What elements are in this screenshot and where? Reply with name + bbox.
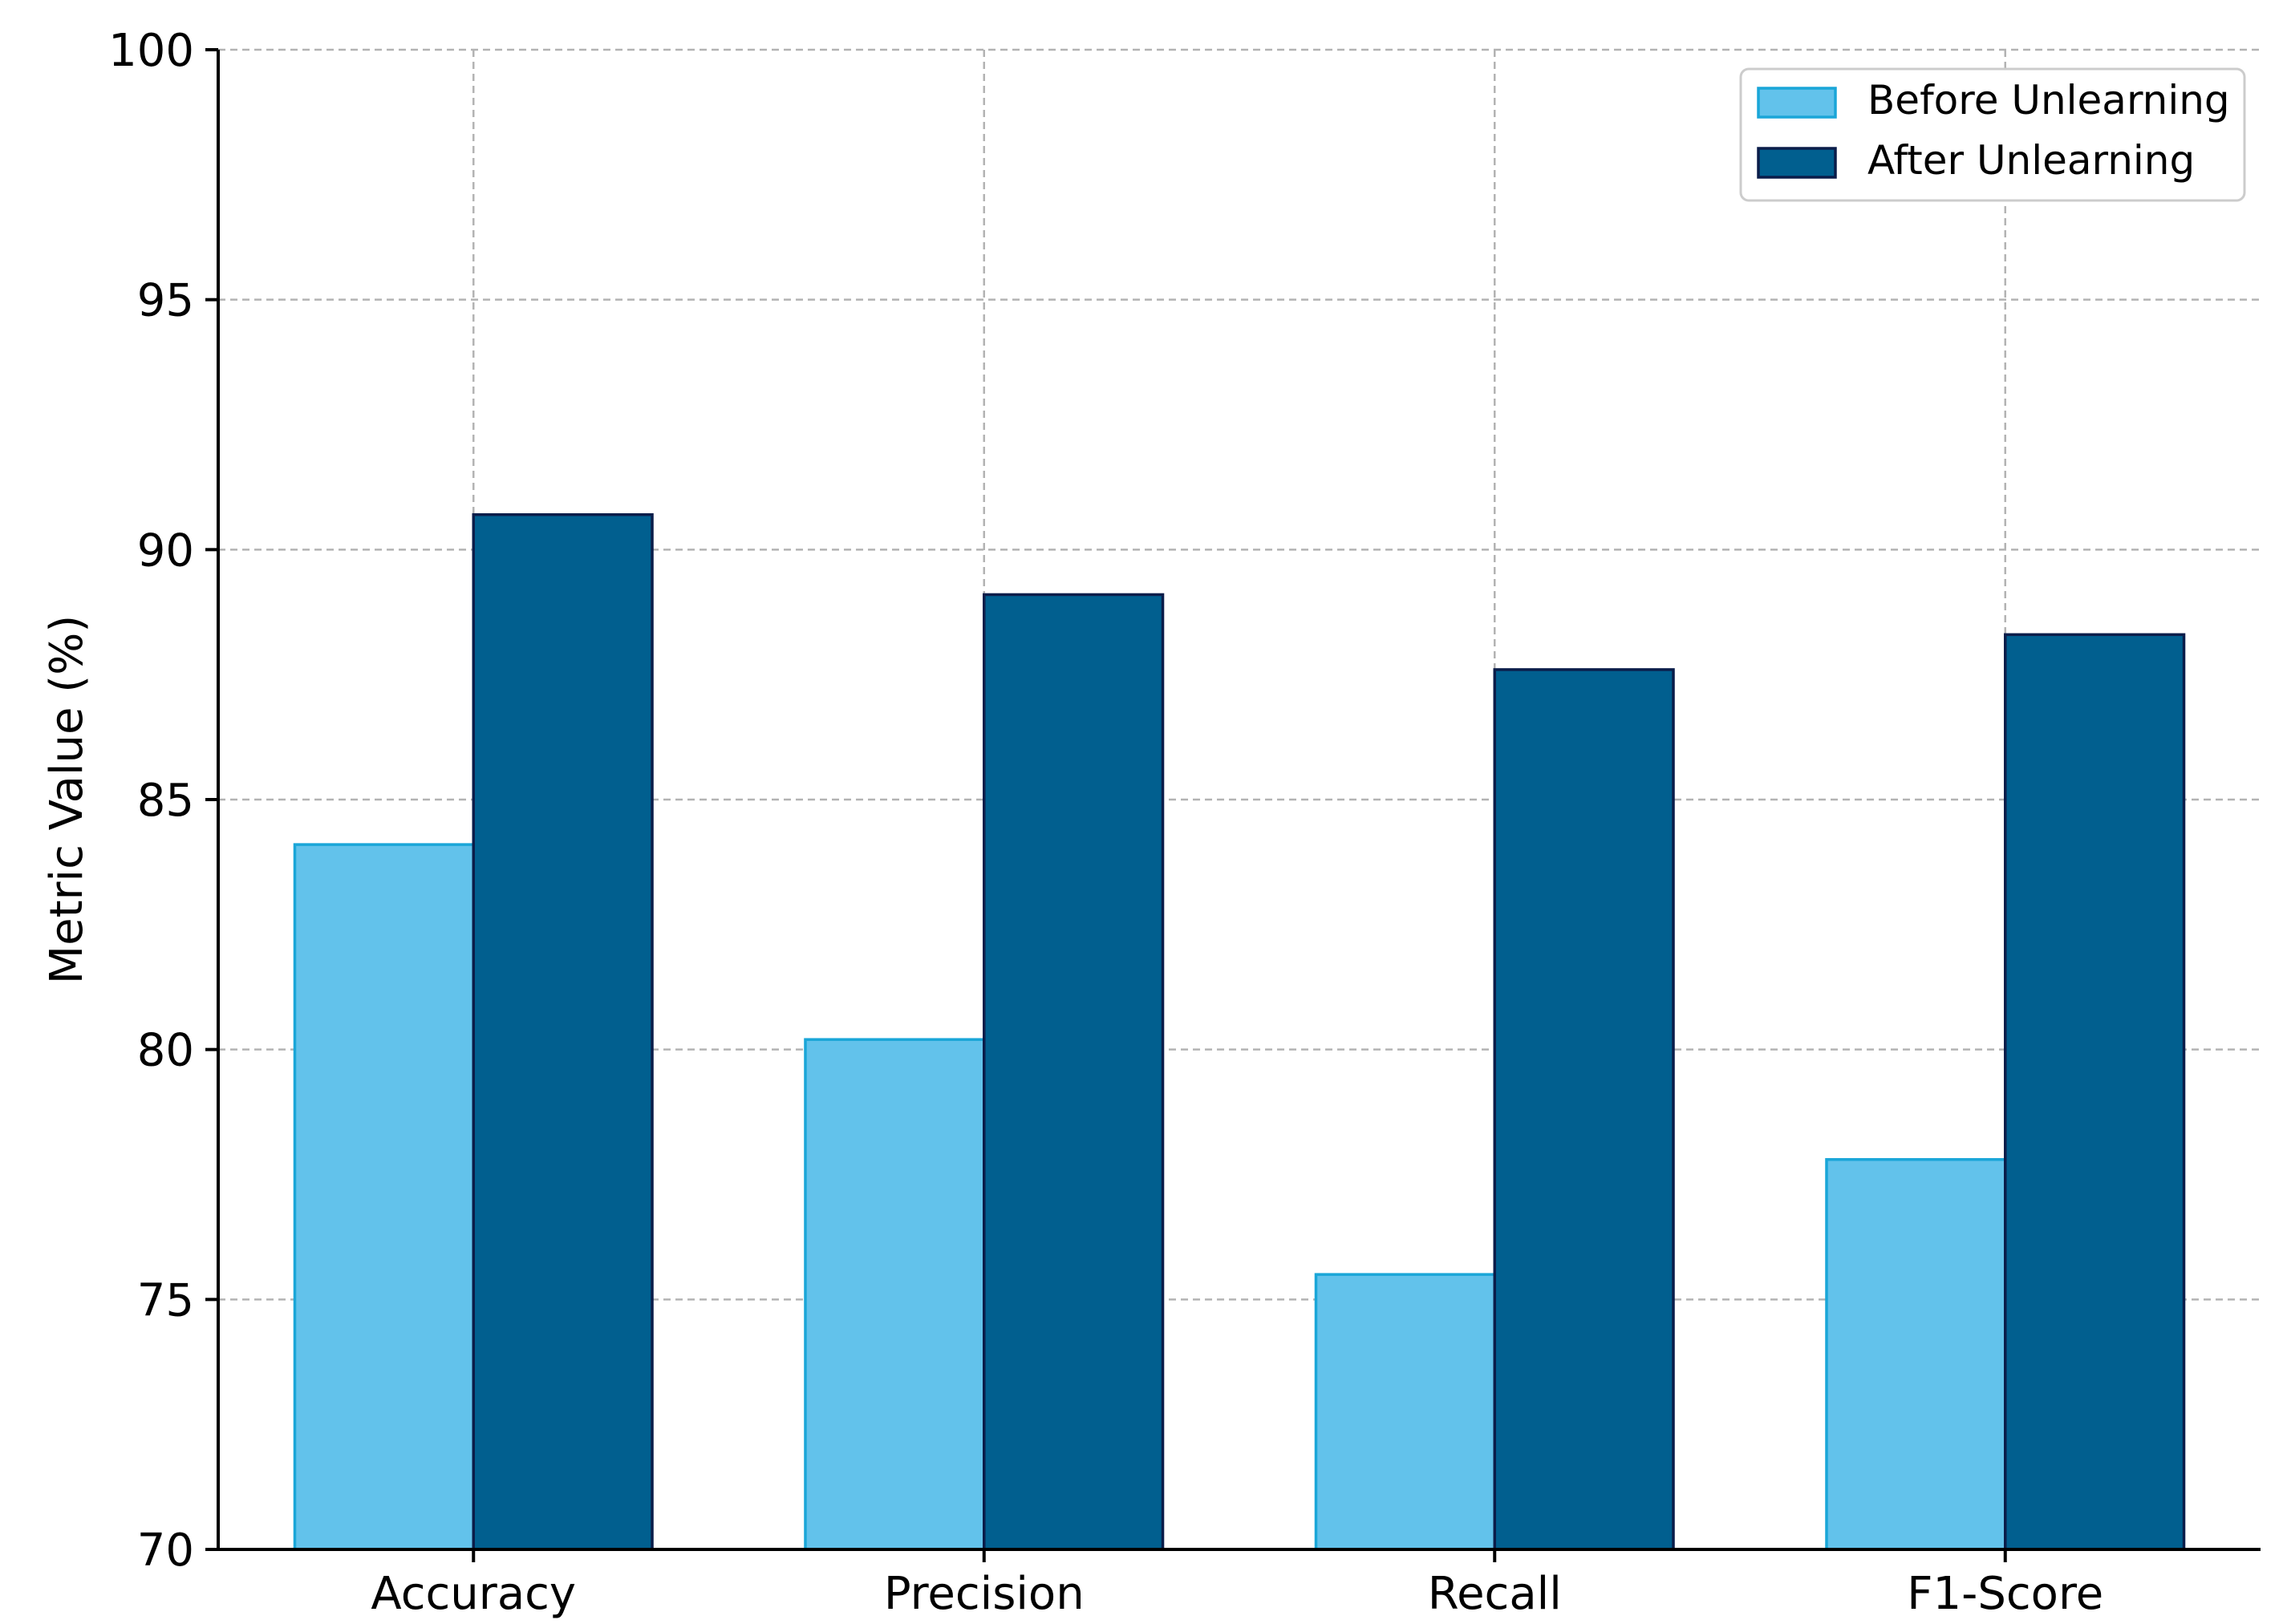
x-tick-label: Precision [884, 1568, 1085, 1620]
x-tick-label: F1-Score [1907, 1568, 2103, 1620]
bars [293, 512, 2186, 1551]
y-tick-label: 90 [137, 524, 194, 577]
legend-swatch [1757, 147, 1837, 179]
bar-before-recall [1314, 1273, 1496, 1551]
axes: 70 75 80 85 90 95 100 Accuracy Precision Recall F1… [41, 25, 2261, 1620]
legend: Before Unlearning After Unlearning [1739, 67, 2246, 202]
y-axis-label: Metric Value (%) [41, 615, 93, 984]
bar-after-f1-score [2004, 633, 2186, 1551]
y-tick-label: 95 [137, 275, 194, 327]
legend-swatch [1757, 87, 1837, 119]
bar-before-f1-score [1825, 1158, 2007, 1551]
legend-entry-label: After Unlearning [1867, 137, 2195, 184]
bar-before-precision [804, 1038, 986, 1551]
bar-after-accuracy [472, 512, 654, 1551]
legend-box [1739, 67, 2246, 202]
bar-after-precision [983, 593, 1165, 1551]
y-tick-label: 85 [137, 775, 194, 827]
y-tick-label: 75 [137, 1274, 194, 1326]
x-tick-label: Accuracy [371, 1568, 576, 1620]
x-tick-label: Recall [1428, 1568, 1562, 1620]
y-tick-label: 100 [108, 25, 194, 77]
bar-after-recall [1493, 668, 1675, 1551]
y-tick-label: 80 [137, 1025, 194, 1077]
y-tick-label: 70 [137, 1525, 194, 1577]
bar-before-accuracy [293, 843, 475, 1551]
legend-entry-label: Before Unlearning [1867, 77, 2230, 124]
